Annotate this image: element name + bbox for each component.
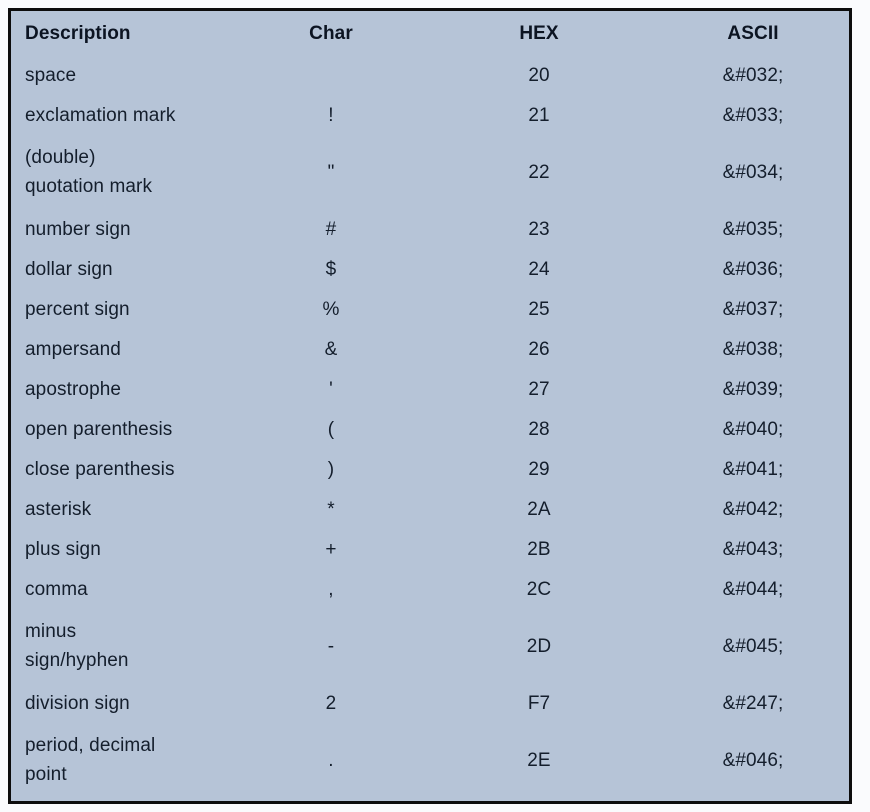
table-body: space 20 &#032; exclamation mark ! 21 &#…: [11, 55, 849, 801]
cell-ascii: &#039;: [722, 378, 784, 400]
cell-hex: 20: [528, 64, 550, 86]
cell-description: asterisk: [25, 498, 92, 520]
cell-char: ,: [328, 578, 334, 600]
cell-ascii: &#037;: [722, 298, 784, 320]
table-row: close parenthesis ) 29 &#041;: [11, 449, 849, 489]
table-row: (double) quotation mark " 22 &#034;: [11, 135, 849, 209]
cell-char: %: [322, 298, 340, 320]
cell-hex: 23: [528, 218, 550, 240]
table-row: number sign # 23 &#035;: [11, 209, 849, 249]
cell-description: number sign: [25, 218, 131, 240]
table-row: plus sign + 2B &#043;: [11, 529, 849, 569]
cell-char: -: [327, 635, 335, 657]
cell-description: close parenthesis: [25, 458, 175, 480]
table-row: period, decimal point . 2E &#046;: [11, 723, 849, 797]
cell-char: ': [329, 378, 333, 400]
cell-ascii: &#040;: [722, 418, 784, 440]
table-row: division sign 2 F7 &#247;: [11, 683, 849, 723]
cell-char: #: [325, 218, 337, 240]
cell-hex: 2D: [526, 635, 552, 657]
cell-ascii: &#041;: [722, 458, 784, 480]
column-header-hex: HEX: [519, 22, 559, 44]
column-header-ascii: ASCII: [727, 22, 779, 44]
cell-ascii: &#032;: [722, 64, 784, 86]
cell-hex: F7: [527, 692, 551, 714]
cell-hex: 25: [528, 298, 550, 320]
cell-char: *: [327, 498, 335, 520]
table-row: comma , 2C &#044;: [11, 569, 849, 609]
table-row: apostrophe ' 27 &#039;: [11, 369, 849, 409]
cell-description: period, decimal point: [25, 735, 156, 785]
cell-char: !: [328, 104, 334, 126]
cell-description: (double) quotation mark: [25, 147, 153, 197]
cell-description: apostrophe: [25, 378, 122, 400]
cell-ascii: &#035;: [722, 218, 784, 240]
table-row: percent sign % 25 &#037;: [11, 289, 849, 329]
table-row: open parenthesis ( 28 &#040;: [11, 409, 849, 449]
table-row: space 20 &#032;: [11, 55, 849, 95]
cell-hex: 2C: [526, 578, 552, 600]
cell-ascii: &#042;: [722, 498, 784, 520]
cell-description: dollar sign: [25, 258, 113, 280]
cell-description: exclamation mark: [25, 104, 176, 126]
cell-description: plus sign: [25, 538, 101, 560]
cell-ascii: &#036;: [722, 258, 784, 280]
cell-hex: 26: [528, 338, 550, 360]
table-row: asterisk * 2A &#042;: [11, 489, 849, 529]
column-header-description: Description: [25, 22, 131, 44]
cell-hex: 28: [528, 418, 550, 440]
cell-ascii: &#043;: [722, 538, 784, 560]
cell-ascii: &#045;: [722, 635, 784, 657]
cell-char: ": [327, 161, 335, 183]
cell-char: +: [325, 538, 337, 560]
cell-description: percent sign: [25, 298, 130, 320]
cell-description: space: [25, 64, 77, 86]
cell-ascii: &#247;: [722, 692, 784, 714]
table-header-row: Description Char HEX ASCII: [11, 11, 849, 55]
ascii-code-table: Description Char HEX ASCII space 20 &#03…: [8, 8, 852, 804]
cell-description: division sign: [25, 692, 130, 714]
cell-hex: 2B: [527, 538, 551, 560]
column-header-char: Char: [309, 22, 353, 44]
cell-char: (: [327, 418, 335, 440]
table-row: dollar sign $ 24 &#036;: [11, 249, 849, 289]
cell-char: ): [327, 458, 335, 480]
cell-char: $: [325, 258, 337, 280]
cell-description: comma: [25, 578, 88, 600]
cell-hex: 2A: [527, 498, 551, 520]
cell-char: &: [324, 338, 338, 360]
cell-ascii: &#044;: [722, 578, 784, 600]
cell-hex: 21: [528, 104, 550, 126]
cell-hex: 24: [528, 258, 550, 280]
cell-hex: 29: [528, 458, 550, 480]
cell-hex: 27: [528, 378, 550, 400]
cell-description: minus sign/hyphen: [25, 621, 129, 671]
cell-char: 2: [325, 692, 337, 714]
cell-ascii: &#033;: [722, 104, 784, 126]
cell-description: open parenthesis: [25, 418, 173, 440]
table-row: exclamation mark ! 21 &#033;: [11, 95, 849, 135]
table-row: minus sign/hyphen - 2D &#045;: [11, 609, 849, 683]
cell-hex: 2E: [527, 749, 551, 771]
cell-ascii: &#046;: [722, 749, 784, 771]
cell-char: .: [328, 749, 334, 771]
table-row: ampersand & 26 &#038;: [11, 329, 849, 369]
cell-ascii: &#034;: [722, 161, 784, 183]
cell-hex: 22: [528, 161, 550, 183]
cell-description: ampersand: [25, 338, 121, 360]
cell-ascii: &#038;: [722, 338, 784, 360]
